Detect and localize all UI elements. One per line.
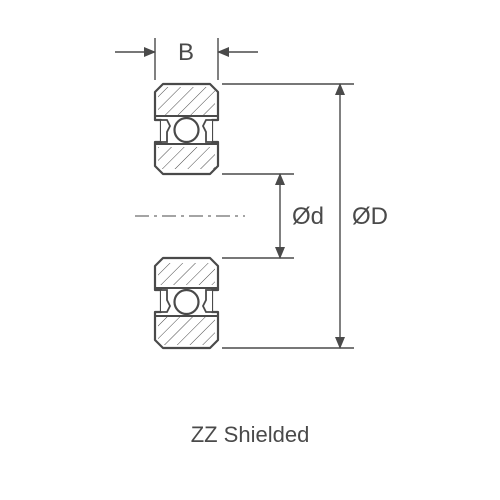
hatch-lower-outer: [158, 317, 215, 345]
ball-upper: [175, 118, 199, 142]
ball-lower: [175, 290, 199, 314]
hatch-upper-outer: [158, 87, 215, 115]
bearing-diagram-canvas: B Ød ØD ZZ Shielded: [0, 0, 500, 500]
hatch-lower-inner: [158, 263, 215, 285]
dimension-width-B: B: [115, 38, 258, 80]
hatch-upper-inner: [158, 147, 215, 169]
label-B: B: [178, 39, 194, 66]
label-D: ØD: [352, 203, 388, 230]
diagram-caption: ZZ Shielded: [0, 422, 500, 448]
label-d: Ød: [292, 203, 324, 230]
